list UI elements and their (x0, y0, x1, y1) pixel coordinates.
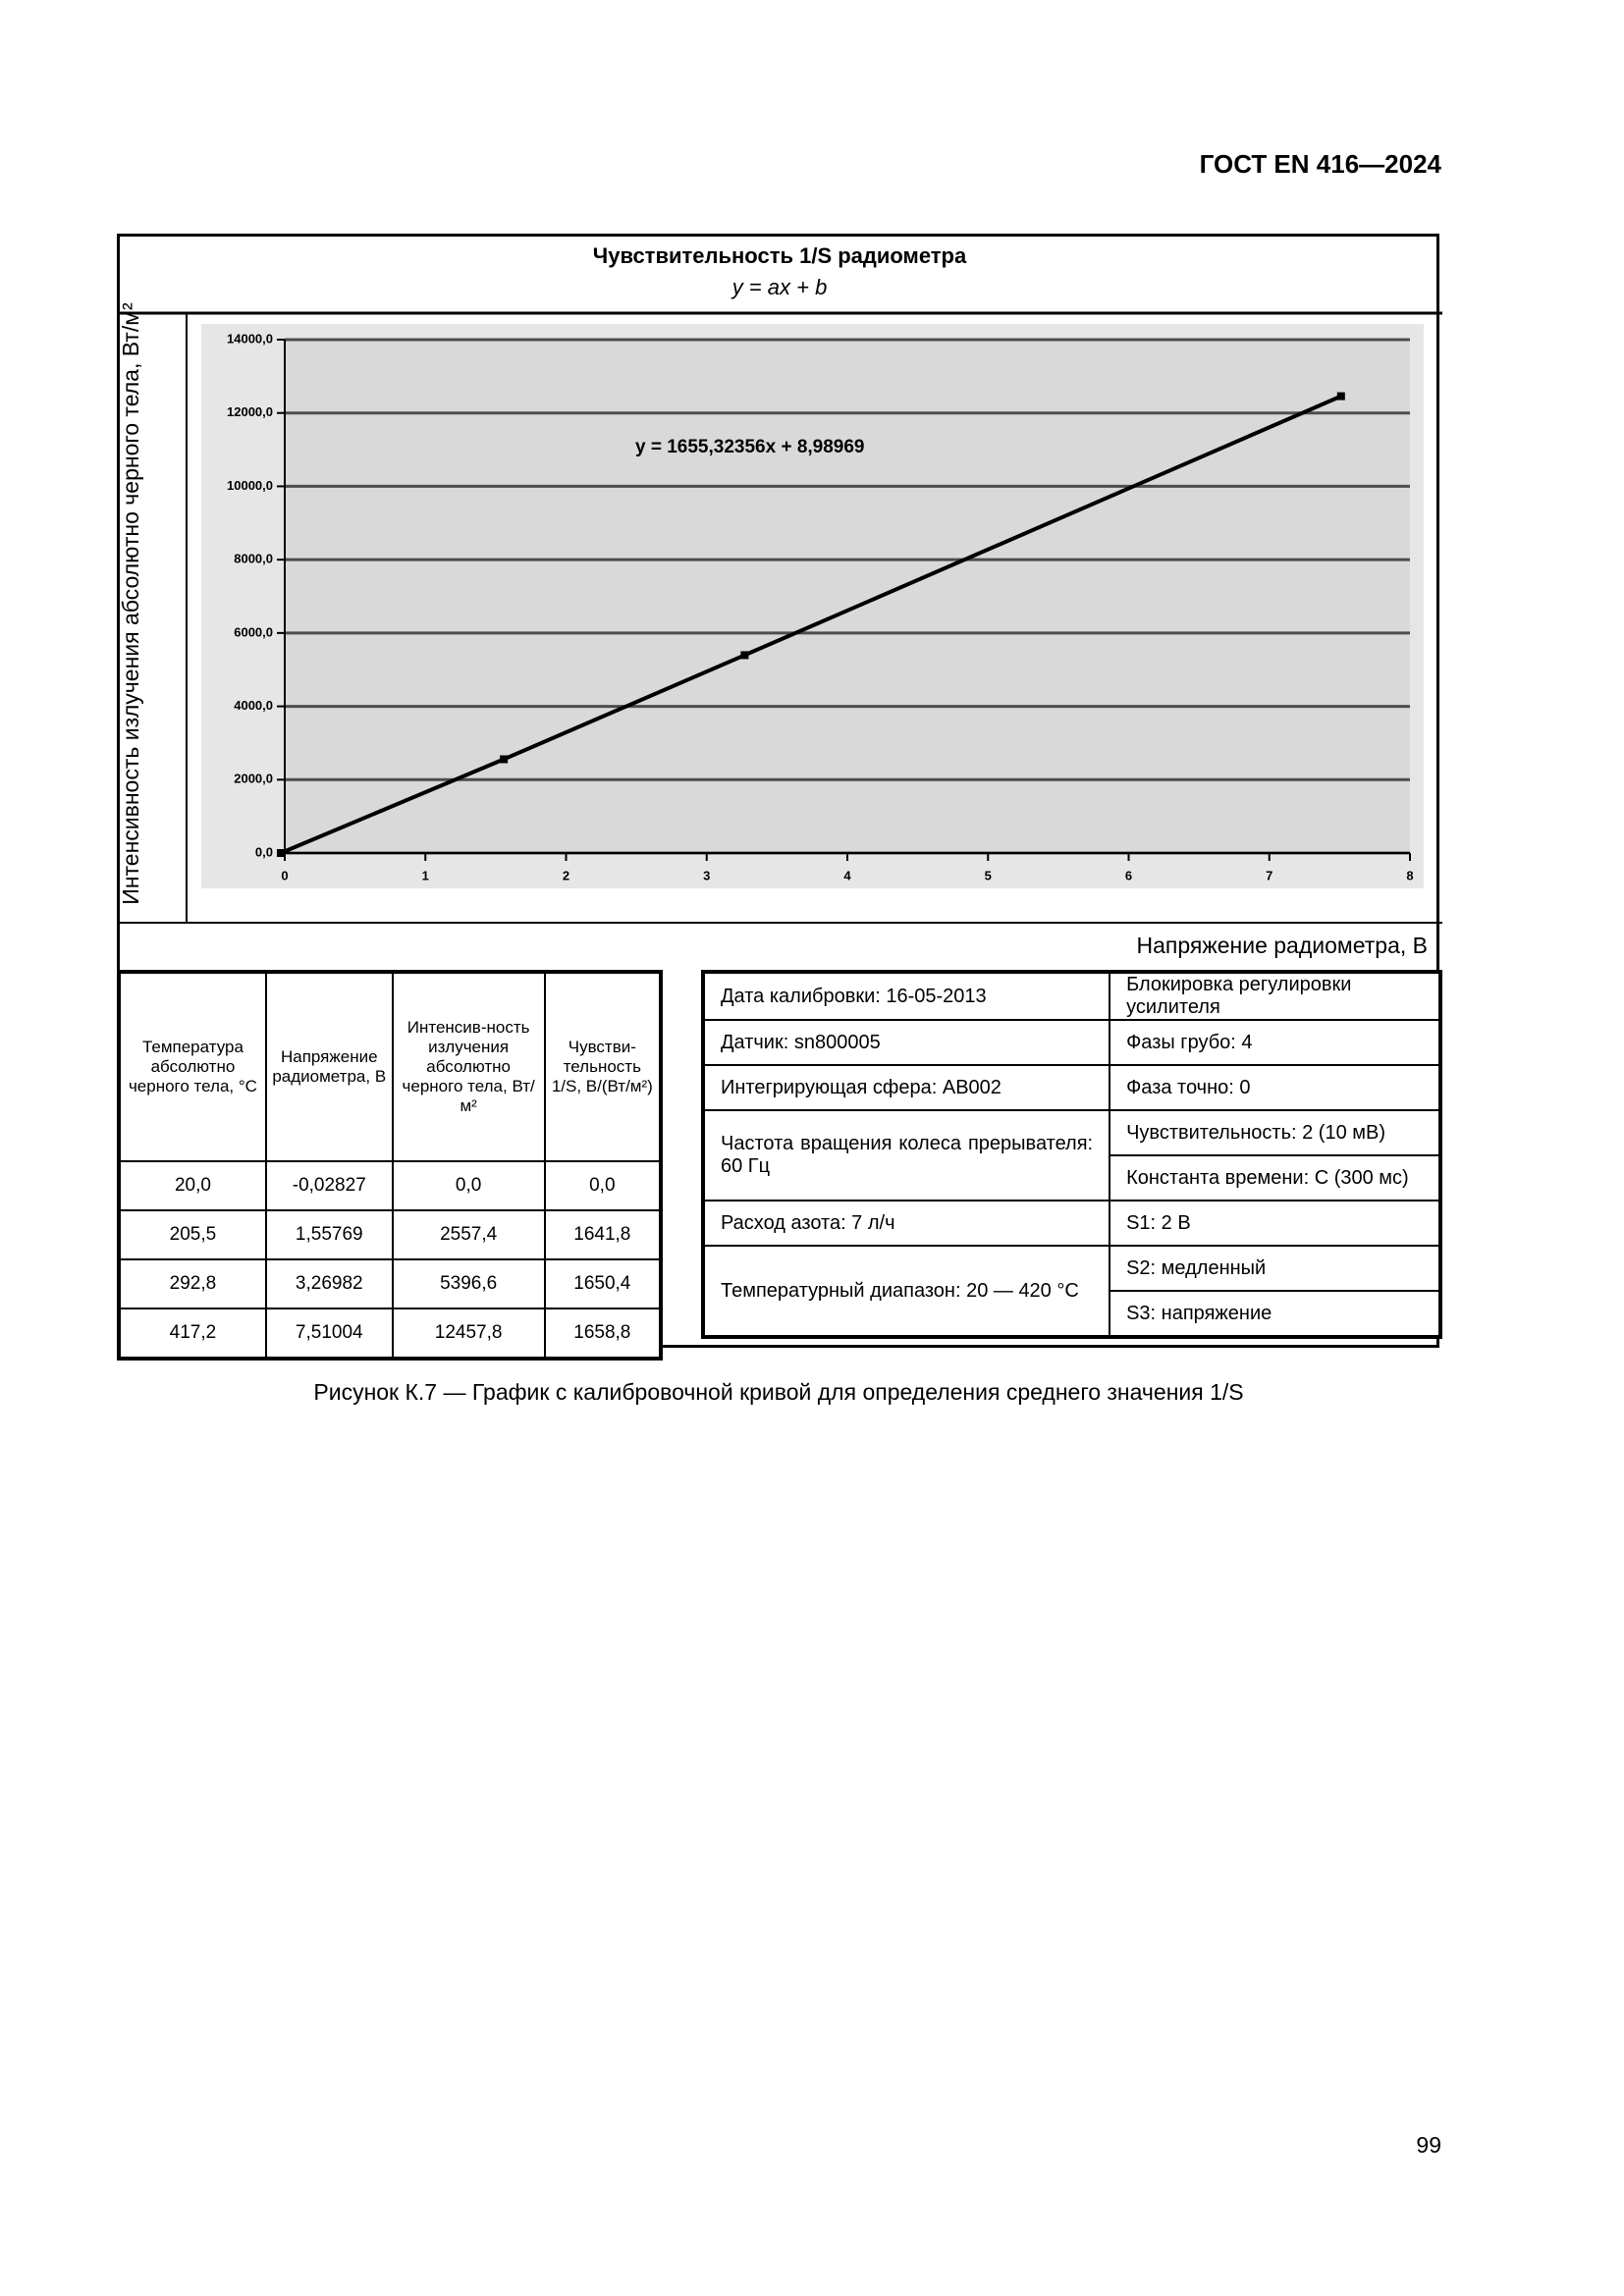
y-tick-label: 14000,0 (227, 331, 273, 346)
y-axis-label: Интенсивность излучения абсолютно черног… (118, 302, 143, 905)
y-tick-label: 6000,0 (234, 624, 273, 639)
cell: Интегрирующая сфера: AB002 (701, 1064, 1111, 1111)
x-tick-label: 3 (703, 868, 710, 882)
header-cell: Температура абсолютно черного тела, °C (118, 971, 267, 1162)
plot-area (285, 340, 1410, 853)
cell: Расход азота: 7 л/ч (701, 1200, 1111, 1247)
cell: 417,2 (118, 1308, 267, 1360)
y-tick-label: 10000,0 (227, 478, 273, 493)
figure-frame (117, 234, 1439, 1348)
cell: 1658,8 (543, 1308, 663, 1360)
table-row: 292,8 3,26982 5396,6 1650,4 (118, 1258, 663, 1309)
table-header: Температура абсолютно черного тела, °C Н… (118, 971, 663, 1162)
chart: y = 1655,32356x + 8,98969 0,0 2000,0 4000,… (117, 311, 1442, 924)
cell: 2557,4 (391, 1209, 546, 1260)
table-row: 417,2 7,51004 12457,8 1658,8 (118, 1308, 663, 1360)
cell: 20,0 (118, 1160, 267, 1211)
chart-subtitle: y = ax + b (731, 275, 828, 299)
data-table: Температура абсолютно черного тела, °C Н… (117, 970, 663, 1361)
x-tick-label: 0 (281, 868, 288, 882)
y-tick-label: 2000,0 (234, 772, 273, 786)
cell: S1: 2 B (1109, 1200, 1441, 1247)
data-point (500, 755, 509, 764)
y-tick-label: 12000,0 (227, 404, 273, 419)
table-row: 205,5 1,55769 2557,4 1641,8 (118, 1209, 663, 1260)
x-tick-label: 2 (563, 868, 569, 882)
cell: S3: напряжение (1109, 1290, 1441, 1338)
cell: 1641,8 (543, 1209, 663, 1260)
x-tick-label: 8 (1406, 868, 1413, 882)
cell: 1,55769 (264, 1209, 394, 1260)
header-cell: Чувстви-тельность 1/S, В/(Вт/м²) (543, 971, 663, 1162)
trend-equation: y = 1655,32356x + 8,98969 (635, 437, 865, 457)
cell: Частота вращения колеса прерывателя: 60 … (701, 1109, 1111, 1201)
x-tick-label: 5 (985, 868, 992, 882)
cell: Датчик: sn800005 (701, 1019, 1111, 1066)
settings-table: Дата калибровки: 16-05-2013 Блокировка ре… (701, 970, 1442, 1339)
cell: Фаза точно: 0 (1109, 1064, 1441, 1111)
cell: 0,0 (543, 1160, 663, 1211)
cell: 5396,6 (391, 1258, 546, 1309)
data-point (276, 849, 285, 857)
cell: 12457,8 (391, 1308, 546, 1360)
y-tick-label: 8000,0 (234, 552, 273, 566)
cell: Блокировка регулировки усилителя (1109, 971, 1441, 1021)
cell: 205,5 (118, 1209, 267, 1260)
header-cell: Интенсив-ность излучения абсолютно черно… (391, 971, 546, 1162)
x-tick-label: 7 (1266, 868, 1272, 882)
x-axis-label: Напряжение радиометра, В (1136, 933, 1428, 958)
chart-title: Чувствительность 1/S радиометра (592, 243, 967, 268)
cell: Дата калибровки: 16-05-2013 (701, 971, 1111, 1021)
y-tick-label: 4000,0 (234, 698, 273, 713)
cell: -0,02827 (264, 1160, 394, 1211)
header-cell: Напряжение радиометра, В (264, 971, 394, 1162)
cell: Температурный диапазон: 20 — 420 °C (701, 1245, 1111, 1338)
x-tick-label: 4 (843, 868, 851, 882)
cell: 1650,4 (543, 1258, 663, 1309)
data-point (1336, 392, 1345, 400)
cell: 292,8 (118, 1258, 267, 1309)
y-tick-label: 0,0 (255, 844, 273, 859)
cell: Чувствительность: 2 (10 мВ) (1109, 1109, 1441, 1156)
cell: 3,26982 (264, 1258, 394, 1309)
cell: Фазы грубо: 4 (1109, 1019, 1441, 1066)
x-tick-label: 1 (422, 868, 429, 882)
header: ГОСТ EN 416—2024 (1199, 149, 1441, 179)
page-number: 99 (1416, 2132, 1441, 2158)
table-row: 20,0 -0,02827 0,0 0,0 (118, 1160, 663, 1211)
cell: 0,0 (391, 1160, 546, 1211)
data-point (740, 651, 749, 660)
x-tick-label: 6 (1125, 868, 1132, 882)
figure-caption: Рисунок К.7 — График с калибровочной кри… (313, 1379, 1244, 1405)
cell: S2: медленный (1109, 1245, 1441, 1292)
cell: Константа времени: C (300 мс) (1109, 1154, 1441, 1201)
data-line (280, 394, 1342, 855)
cell: 7,51004 (264, 1308, 394, 1360)
